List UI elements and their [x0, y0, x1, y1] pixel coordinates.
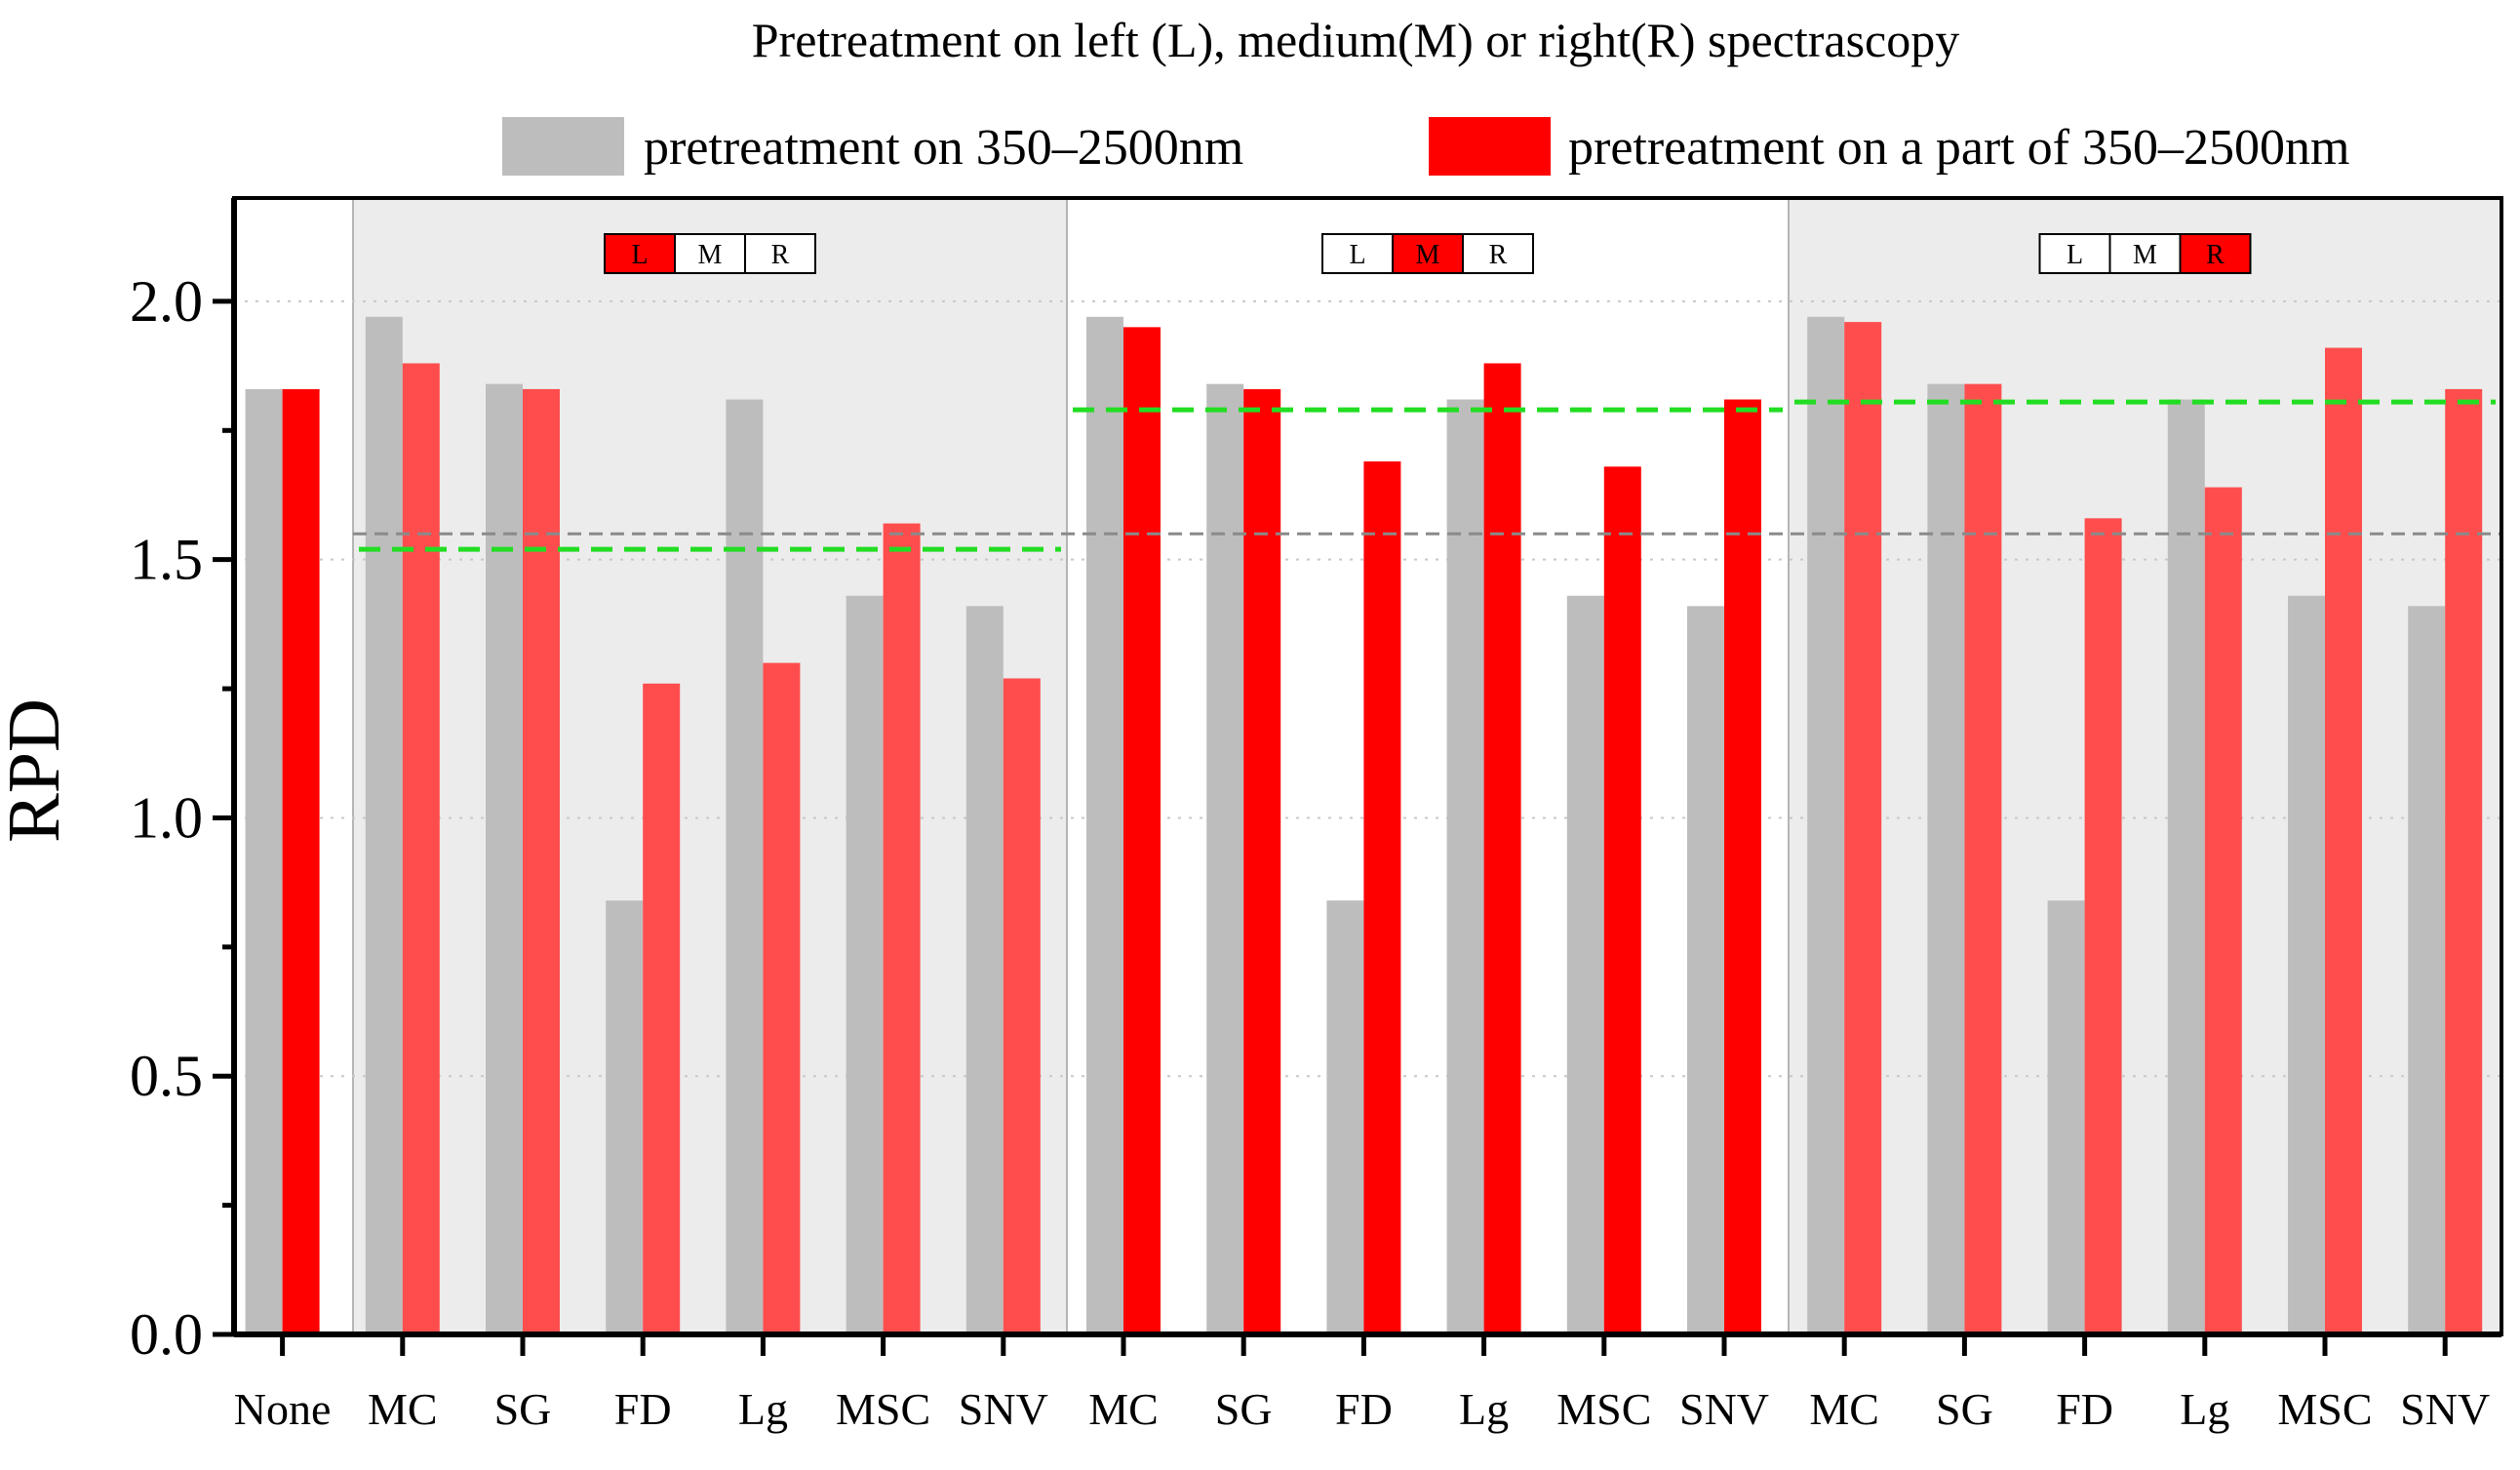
bar-gray-mc	[365, 316, 403, 1335]
lmr-cell	[674, 233, 746, 274]
x-tick-label: MSC	[1556, 1384, 1651, 1434]
lmr-cell-label: L	[631, 240, 648, 270]
x-tick-label: MC	[368, 1384, 438, 1434]
y-tick-label: 2.0	[130, 269, 203, 334]
bar-gray-lg	[1446, 399, 1484, 1335]
y-tick-label: 0.0	[130, 1302, 203, 1367]
x-tick-label: SG	[1215, 1384, 1273, 1434]
y-tick-label: 0.5	[130, 1044, 203, 1108]
x-tick-label: FD	[614, 1384, 672, 1434]
bar-red-fd	[2084, 518, 2122, 1334]
bar-red-msc	[883, 523, 921, 1334]
bar-gray-fd	[606, 900, 644, 1334]
bar-gray-mc	[1807, 316, 1845, 1335]
bar-red-sg	[1243, 388, 1281, 1334]
bar-red-fd	[643, 683, 681, 1334]
chart-title: Pretreatment on left (L), medium(M) or r…	[752, 13, 1960, 67]
bar-red-mc	[402, 363, 440, 1334]
bar-gray-msc	[1566, 595, 1604, 1334]
panel-backgrounds	[352, 198, 2501, 1334]
x-tick-label: Lg	[2180, 1384, 2229, 1434]
bars	[245, 316, 2483, 1335]
bar-gray-snv	[1687, 606, 1724, 1334]
panel-background	[353, 198, 1067, 1334]
lmr-cell	[2108, 233, 2182, 274]
bar-red-msc	[2325, 347, 2362, 1334]
bar-red-lg	[1483, 363, 1521, 1334]
lmr-cell-label: R	[2206, 240, 2225, 270]
bar-red-snv	[1724, 399, 1761, 1335]
lmr-cell	[1462, 233, 1534, 274]
legend-swatch-gray	[502, 117, 624, 176]
bar-gray-mc	[1086, 316, 1123, 1335]
y-axis-label: RPD	[0, 698, 75, 843]
bar-gray-snv	[965, 606, 1004, 1334]
x-tick-label: MSC	[2277, 1384, 2372, 1434]
bar-red-none	[282, 388, 320, 1334]
bar-gray-lg	[726, 399, 764, 1335]
bar-red-sg	[1964, 383, 2002, 1334]
x-tick-label: SG	[1936, 1384, 1993, 1434]
x-tick-label: SNV	[959, 1384, 1048, 1434]
x-tick-label: Lg	[1459, 1384, 1509, 1434]
reference-lines	[353, 399, 2501, 552]
bar-red-snv	[1003, 678, 1041, 1334]
bar-gray-snv	[2408, 606, 2446, 1334]
legend: pretreatment on 350–2500nm pretreatment …	[502, 117, 2349, 176]
bar-red-lg	[2204, 487, 2242, 1335]
x-tick-label: None	[234, 1384, 332, 1434]
y-tick-label: 1.5	[130, 528, 203, 592]
x-tick-label: MSC	[836, 1384, 930, 1434]
bar-red-msc	[1603, 466, 1641, 1334]
lmr-cell	[2179, 233, 2252, 274]
legend-label-red: pretreatment on a part of 350–2500nm	[1568, 120, 2349, 176]
bar-red-fd	[1363, 461, 1401, 1334]
x-tick-label: MC	[1809, 1384, 1879, 1434]
x-tick-label: MC	[1088, 1384, 1159, 1434]
bar-gray-sg	[1927, 383, 1965, 1334]
x-tick-label: FD	[2056, 1384, 2113, 1434]
bar-red-lg	[763, 662, 801, 1334]
bar-gray-lg	[2167, 399, 2205, 1335]
bar-gray-fd	[2047, 900, 2085, 1334]
bar-gray-msc	[846, 595, 884, 1334]
panel-background	[1789, 198, 2501, 1334]
x-tick-label: SG	[494, 1384, 552, 1434]
lmr-cell-label: M	[1416, 240, 1440, 270]
bar-red-sg	[523, 388, 560, 1334]
bar-gray-none	[245, 388, 283, 1334]
bar-red-mc	[1844, 322, 1882, 1334]
lmr-cell	[604, 233, 676, 274]
lmr-cell-label: L	[2067, 240, 2083, 270]
lmr-cell-label: M	[698, 240, 723, 270]
x-tick-label: SNV	[1679, 1384, 1769, 1434]
y-tick-label: 1.0	[130, 785, 203, 850]
bar-gray-sg	[1206, 383, 1244, 1334]
bar-red-mc	[1123, 327, 1161, 1334]
bar-gray-fd	[1326, 900, 1364, 1334]
lmr-cell	[1321, 233, 1394, 274]
bar-red-snv	[2445, 388, 2483, 1334]
x-tick-label: FD	[1335, 1384, 1393, 1434]
lmr-cell-label: R	[1489, 240, 1508, 270]
lmr-cell-label: M	[2133, 240, 2157, 270]
lmr-cell	[2038, 233, 2111, 274]
x-tick-label: Lg	[738, 1384, 788, 1434]
axes: None MC SG FD Lg MSC SNV MC SG FD Lg MSC SNV MC SG FD Lg…	[130, 196, 2503, 1434]
bar-gray-sg	[486, 383, 523, 1334]
bar-gray-msc	[2288, 595, 2325, 1334]
lmr-cell	[744, 233, 816, 274]
lmr-cell-label: R	[771, 240, 790, 270]
x-tick-label: SNV	[2400, 1384, 2490, 1434]
legend-label-gray: pretreatment on 350–2500nm	[644, 120, 1243, 176]
legend-swatch-red	[1429, 117, 1551, 176]
lmr-cell-label: L	[1349, 240, 1365, 270]
